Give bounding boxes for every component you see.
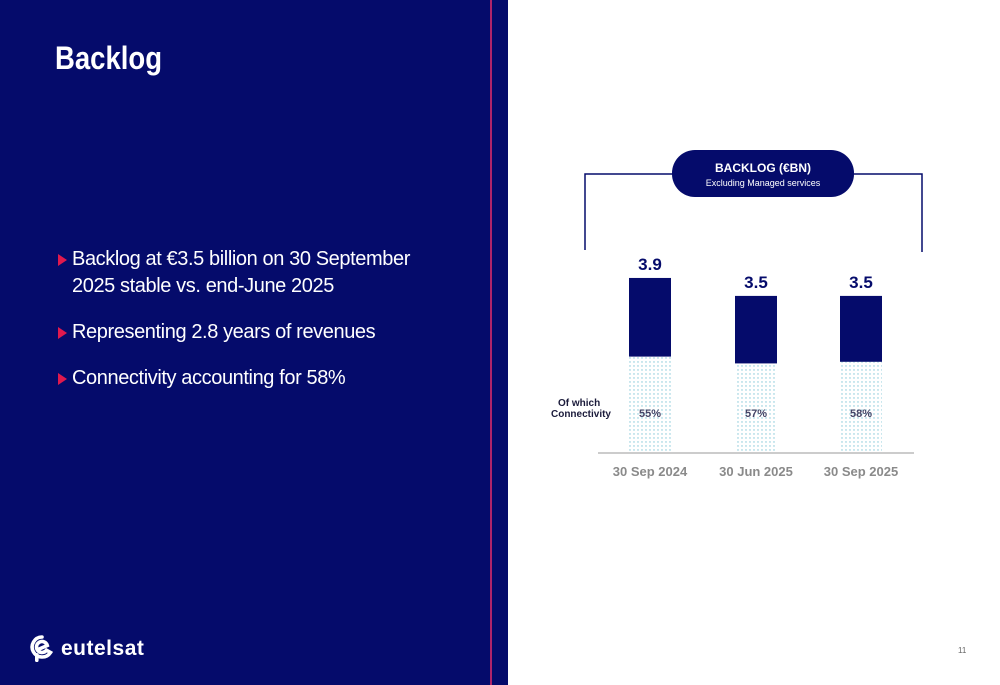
bar-value-label: 3.5 [744,273,768,292]
bullet-arrow-icon [58,373,67,385]
bullet-item: Representing 2.8 years of revenues [58,319,438,346]
backlog-chart: BACKLOG (€BN) Excluding Managed services… [551,150,923,479]
bullet-item: Backlog at €3.5 billion on 30 September … [58,246,438,300]
connectivity-share-label: 58% [850,408,872,420]
panel-divider [490,0,492,685]
bar-connectivity [735,363,777,453]
connectivity-label-line1: Of which [558,398,600,409]
bracket-right [853,173,923,252]
bullet-list: Backlog at €3.5 billion on 30 September … [58,246,438,411]
bullet-text: Connectivity accounting for 58% [72,367,346,389]
logo-text: eutelsat [61,637,145,660]
chart-title: BACKLOG (€BN) [715,161,811,175]
connectivity-label-line2: Connectivity [551,409,611,420]
bar-value-label: 3.9 [638,255,662,274]
page-title: Backlog [55,40,163,76]
chart-title-pill [672,150,854,197]
connectivity-share-label: 55% [639,408,661,420]
bar-connectivity [629,356,671,453]
bullet-arrow-icon [58,254,67,266]
bullet-item: Connectivity accounting for 58% [58,365,438,392]
category-tick-label: 30 Sep 2025 [824,464,898,479]
category-tick-label: 30 Jun 2025 [719,464,793,479]
bars-group: 3.9 55% 30 Sep 2024 3.5 57% 30 Jun 2025 3.5 58%… [613,255,898,479]
bracket-left [584,173,675,250]
bar-value-label: 3.5 [849,273,873,292]
eutelsat-logo: eutelsat [29,634,144,664]
connectivity-label: Of which Connectivity [551,398,611,420]
eutelsat-logo-icon [30,635,54,662]
bar-connectivity [840,361,882,453]
left-panel [0,0,490,685]
connectivity-share-label: 57% [745,408,767,420]
bar-other [840,295,882,362]
bullet-text: Representing 2.8 years of revenues [72,321,376,343]
category-tick-label: 30 Sep 2024 [613,464,688,479]
bullet-text: Backlog at €3.5 billion on 30 September … [72,248,410,297]
chart-subtitle: Excluding Managed services [706,178,821,188]
bullet-arrow-icon [58,327,67,339]
bar-other [629,277,671,357]
panel-strip [492,0,508,685]
page-number: 11 [958,646,967,655]
bar-other [735,295,777,364]
